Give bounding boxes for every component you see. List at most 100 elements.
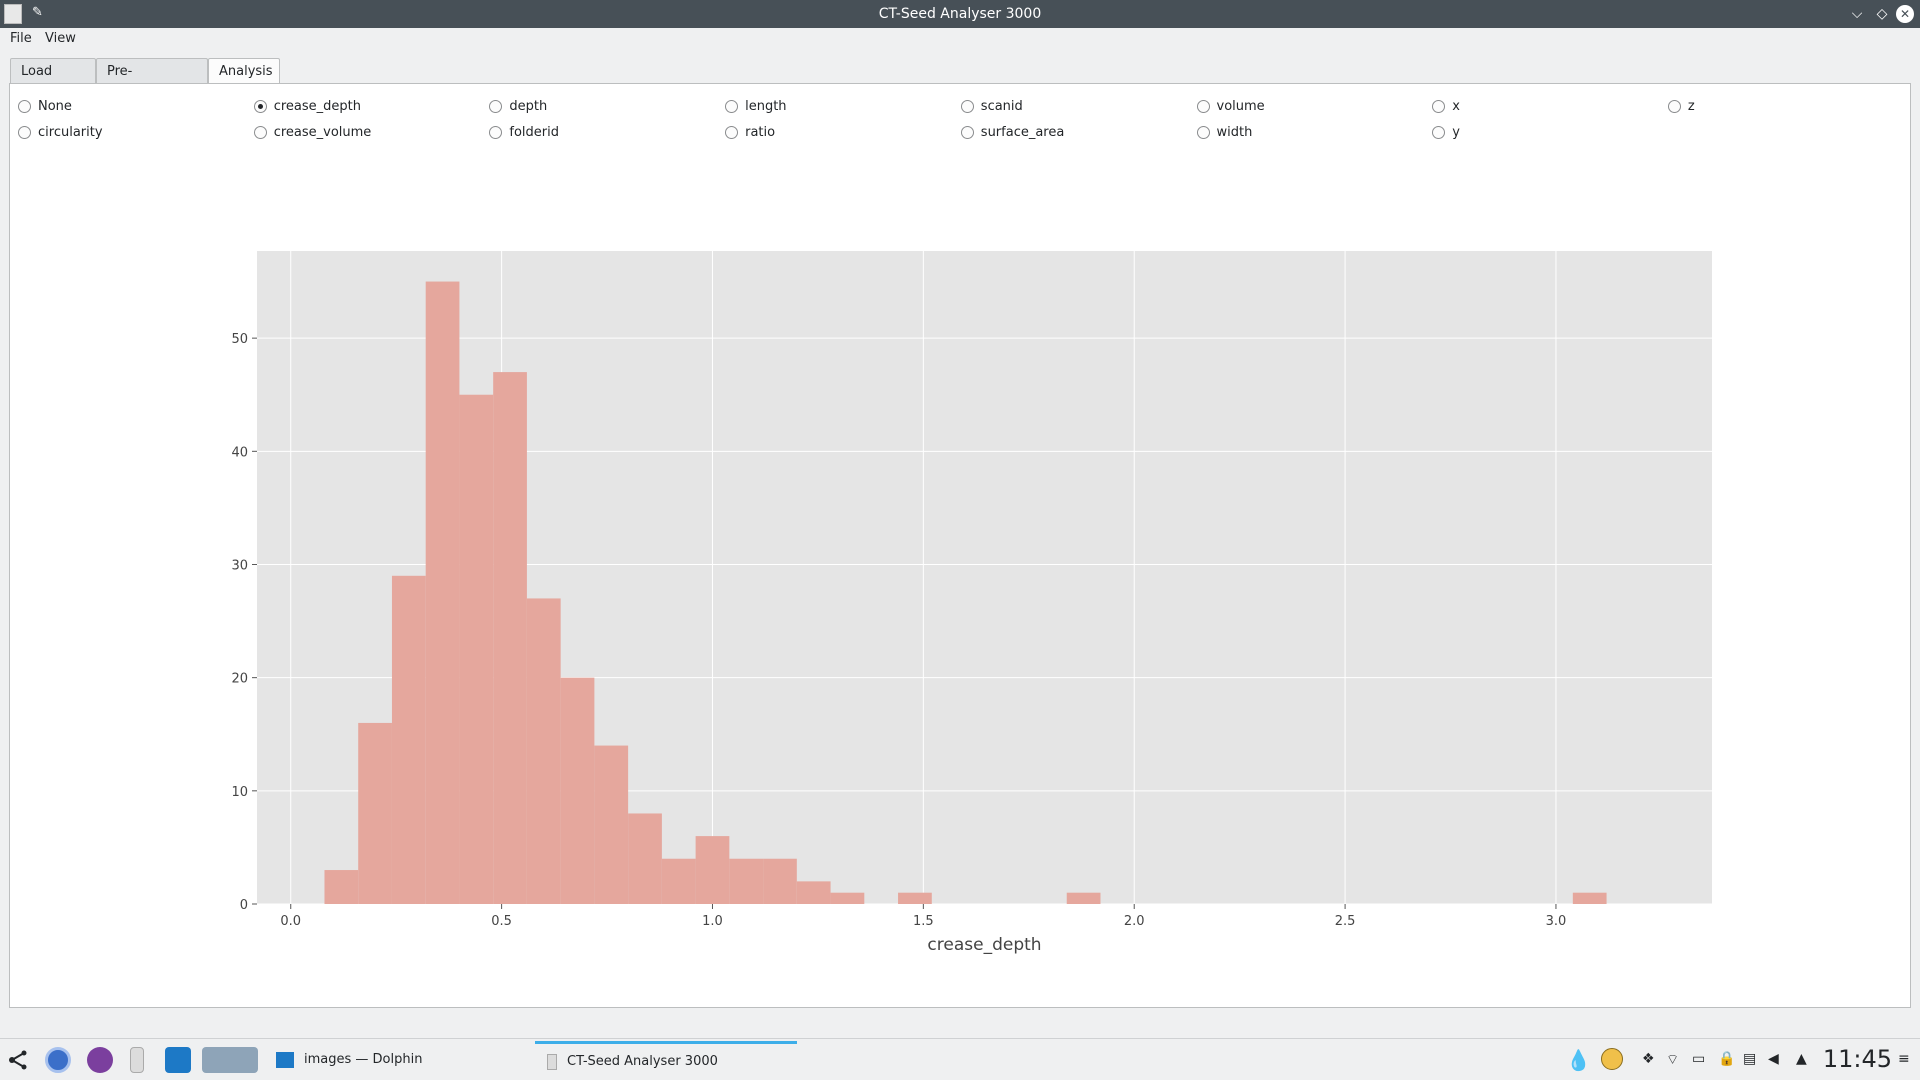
x-tick-label: 2.5 (1335, 914, 1356, 929)
desktop-pager-icon[interactable] (202, 1047, 258, 1073)
browser-icon[interactable] (45, 1047, 71, 1073)
tab-pre-processing[interactable]: Pre-Processing (96, 58, 208, 105)
droplet-icon[interactable]: 💧 (1566, 1048, 1591, 1072)
histogram-bar (695, 836, 730, 904)
x-tick-label: 3.0 (1546, 914, 1567, 929)
menu-bar: File View (0, 28, 1920, 50)
y-tick-label: 40 (231, 445, 248, 460)
close-icon[interactable]: ✕ (1896, 5, 1914, 23)
app-launcher-icon[interactable] (6, 1047, 32, 1073)
radio-label: folderid (509, 125, 559, 140)
app-icon[interactable] (4, 4, 22, 24)
radio-label: z (1687, 99, 1695, 114)
task-label: CT-Seed Analyser 3000 (567, 1054, 718, 1069)
maximize-icon[interactable]: ◇ (1876, 6, 1888, 22)
emacs-icon[interactable] (87, 1047, 113, 1073)
histogram-bar (796, 881, 831, 904)
y-tick-label: 10 (231, 785, 248, 800)
radio-label: y (1452, 125, 1460, 140)
analysis-panel: None crease_depth depth length scanid volume x… (9, 83, 1911, 1008)
file-manager-icon[interactable] (165, 1047, 191, 1073)
taskbar: images — Dolphin CT-Seed Analyser 3000 💧… (0, 1038, 1920, 1080)
battery-icon[interactable]: ▭ (1692, 1051, 1706, 1067)
radio-label: crease_volume (273, 125, 372, 140)
radio-label: depth (509, 99, 548, 114)
radio-circle[interactable] (1432, 100, 1446, 113)
radio-circle[interactable] (1196, 126, 1210, 139)
histogram-bar (324, 870, 359, 904)
radio-label: length (745, 99, 787, 114)
x-tick-label: 2.0 (1124, 914, 1145, 929)
clipboard-icon[interactable]: ▤ (1743, 1051, 1757, 1067)
radio-circle[interactable] (489, 100, 503, 113)
histogram-bar (1066, 892, 1101, 904)
radio-label: x (1452, 99, 1460, 114)
histogram-bar (729, 858, 764, 904)
radio-label: None (38, 99, 72, 114)
radio-label: scanid (980, 99, 1023, 114)
histogram-bar (493, 372, 527, 904)
radio-label: surface_area (980, 125, 1065, 140)
task-dolphin[interactable]: images — Dolphin (276, 1041, 530, 1079)
menu-file[interactable]: File (10, 31, 32, 46)
minimize-icon[interactable]: ⌵ (1851, 6, 1863, 22)
window-title: CT-Seed Analyser 3000 (878, 6, 1042, 22)
radio-label: circularity (38, 125, 103, 140)
wifi-icon[interactable]: ⌔ (1666, 1052, 1680, 1068)
tab-analysis[interactable]: Analysis (208, 58, 280, 85)
dropbox-icon[interactable]: ❖ (1642, 1051, 1655, 1067)
x-tick-label: 1.5 (913, 914, 934, 929)
clock[interactable]: 11:45 (1822, 1045, 1892, 1073)
radio-circle[interactable] (960, 100, 974, 113)
tab-load-data[interactable]: Load Data (10, 58, 96, 105)
lock-icon[interactable]: 🔒 (1718, 1051, 1736, 1067)
x-tick-label: 1.0 (702, 914, 723, 929)
title-bar: ✎ CT-Seed Analyser 3000 ⌵ ◇ ✕ (0, 0, 1920, 28)
y-tick-label: 50 (231, 332, 248, 347)
y-tick-label: 20 (231, 672, 248, 687)
histogram-plot: 0.0 0.5 1.0 1.5 2.0 2.5 3.0 0 10 20 30 40 50 crease_d… (231, 251, 1712, 955)
radio-circle[interactable] (725, 126, 739, 139)
histogram-bar (898, 892, 932, 904)
radio-circle[interactable] (489, 126, 503, 139)
y-tick-label: 0 (240, 898, 248, 913)
radio-circle[interactable] (18, 126, 31, 139)
radio-label: ratio (745, 125, 776, 140)
histogram-bar (1572, 892, 1607, 904)
radio-label: crease_depth (273, 99, 361, 114)
radio-circle[interactable] (1196, 100, 1210, 113)
histogram-bar (358, 722, 392, 904)
histogram-bar (763, 858, 797, 904)
histogram-bar (526, 598, 561, 904)
x-tick-label: 0.0 (280, 914, 301, 929)
menu-icon[interactable]: ≡ (1898, 1051, 1910, 1067)
histogram-bar (661, 858, 696, 904)
radio-circle[interactable] (1667, 100, 1681, 113)
volume-icon[interactable]: ◀ (1768, 1051, 1779, 1067)
radio-circle[interactable] (1432, 126, 1446, 139)
tray-expand-icon[interactable]: ▲ (1796, 1051, 1807, 1067)
histogram-bar (560, 677, 595, 904)
histogram-bar (391, 575, 426, 904)
radio-circle[interactable] (725, 100, 739, 113)
task-label: images — Dolphin (304, 1052, 423, 1067)
status-circle-icon[interactable] (1601, 1048, 1623, 1070)
folder-icon (276, 1051, 294, 1068)
radio-label: volume (1216, 99, 1265, 114)
pin-icon[interactable]: ✎ (32, 5, 43, 20)
histogram-bar (594, 745, 629, 904)
menu-view[interactable]: View (45, 31, 76, 46)
radio-circle[interactable] (960, 126, 974, 139)
app-icon (547, 1053, 557, 1070)
histogram-bar (628, 813, 662, 904)
radio-circle[interactable] (253, 126, 267, 139)
x-tick-label: 0.5 (491, 914, 512, 929)
radio-circle[interactable] (253, 100, 267, 113)
y-tick-label: 30 (231, 558, 248, 573)
task-ct-seed[interactable]: CT-Seed Analyser 3000 (535, 1041, 797, 1079)
radio-circle[interactable] (18, 100, 31, 113)
histogram-bar (459, 394, 494, 904)
x-axis-label: crease_depth (927, 935, 1041, 955)
document-icon[interactable] (130, 1047, 144, 1073)
histogram-bar (830, 892, 865, 904)
